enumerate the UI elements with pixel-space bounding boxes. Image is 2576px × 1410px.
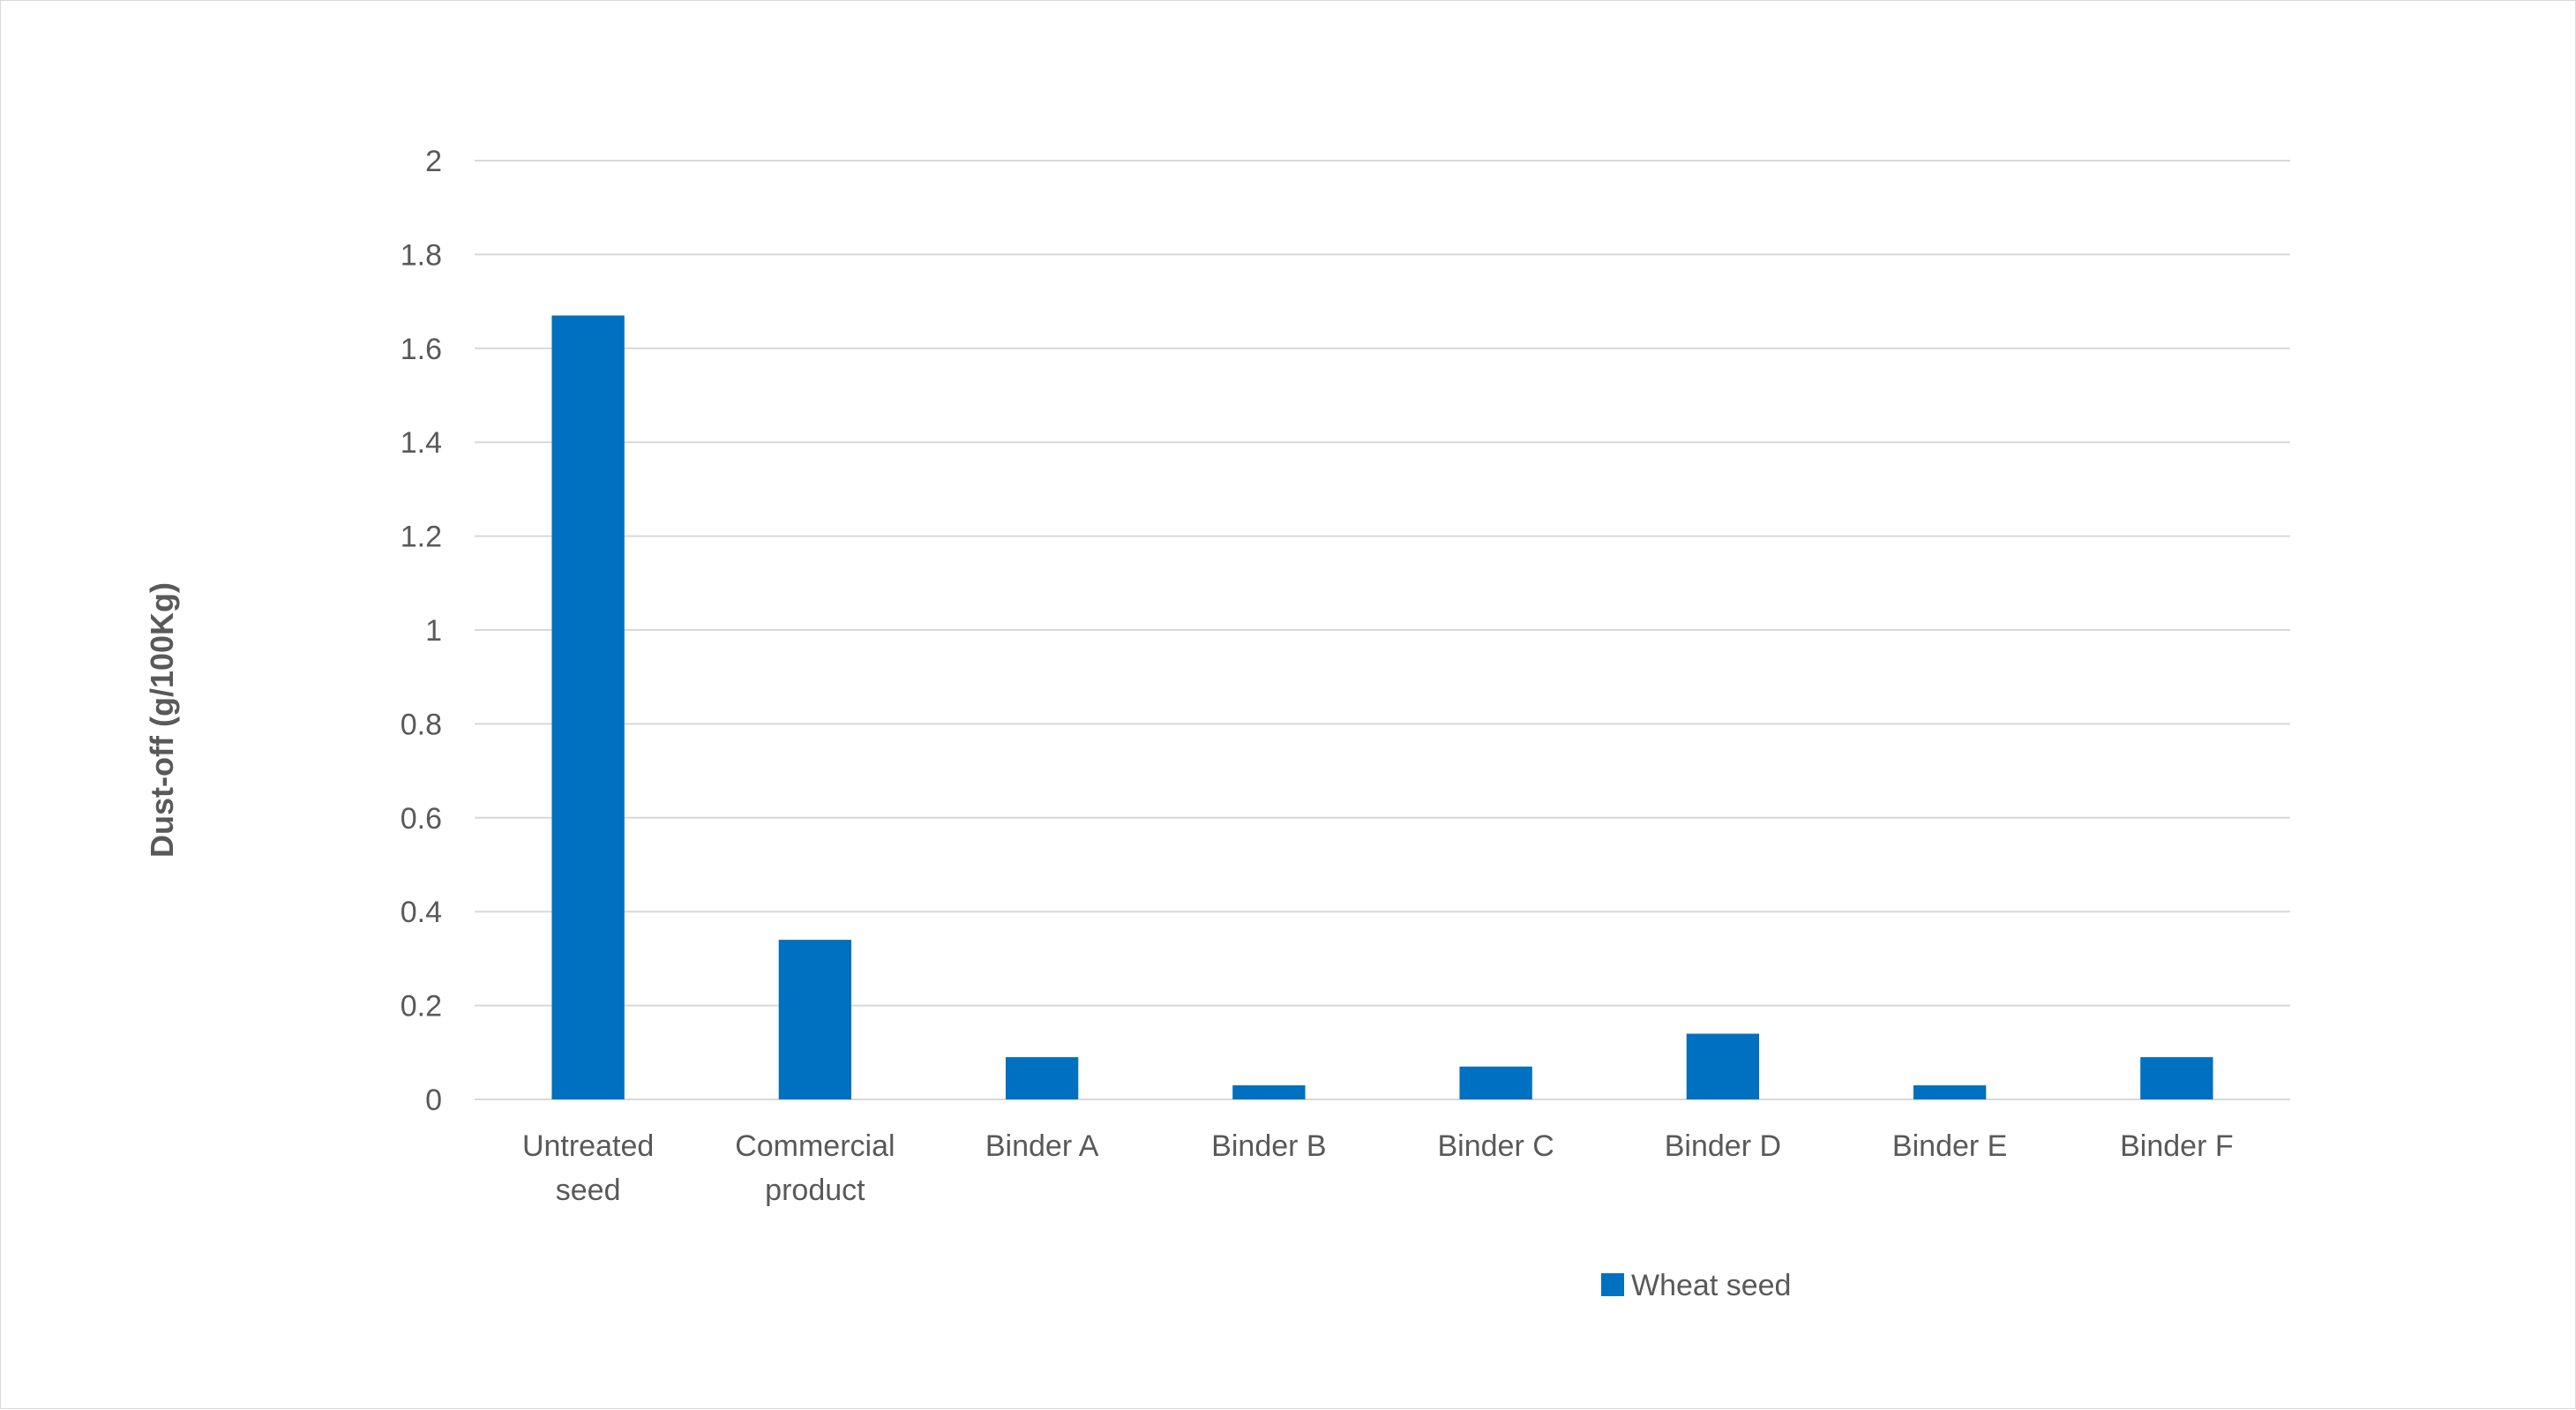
y-tick-label: 1.6: [401, 333, 442, 366]
y-tick-label: 2: [425, 145, 442, 178]
x-category-label: Binder C: [1437, 1129, 1554, 1163]
y-axis-title: Dust-off (g/100Kg): [144, 582, 180, 858]
y-tick-label: 0.6: [401, 802, 442, 836]
bar: [551, 315, 625, 1099]
legend-swatch-wheat-seed: [1601, 1273, 1624, 1296]
y-tick-label: 0: [425, 1084, 442, 1117]
y-axis-tick-labels: 0 0.2 0.4 0.6 0.8 1 1.2 1.4 1.6 1.8 2: [401, 145, 442, 1117]
x-category-label: Untreated seed: [522, 1129, 654, 1207]
bar: [1459, 1066, 1532, 1099]
legend-label-wheat-seed: Wheat seed: [1631, 1269, 1791, 1302]
bar: [1686, 1033, 1760, 1099]
bar: [1005, 1057, 1079, 1099]
x-category-label: Binder D: [1665, 1129, 1781, 1163]
bar: [2140, 1057, 2213, 1099]
y-tick-label: 0.2: [401, 990, 442, 1024]
bar: [1913, 1085, 1987, 1099]
bar: [1232, 1085, 1306, 1099]
x-axis-category-labels: Untreated seed Commercial product Binder A Bi…: [522, 1129, 2234, 1207]
y-tick-label: 1.8: [401, 238, 442, 272]
x-category-label: Binder B: [1211, 1129, 1326, 1163]
x-category-label: Binder F: [2120, 1129, 2234, 1163]
x-category-label: Binder E: [1892, 1129, 2007, 1163]
y-tick-label: 0.8: [401, 708, 442, 741]
legend: Wheat seed: [1601, 1269, 1791, 1302]
bars: [551, 315, 2213, 1099]
bar: [778, 940, 852, 1099]
y-tick-label: 1.4: [401, 426, 442, 460]
y-tick-label: 1.2: [401, 521, 442, 554]
x-category-label: Commercial product: [735, 1129, 895, 1207]
gridlines: [475, 160, 2290, 1100]
x-category-label: Binder A: [985, 1129, 1099, 1163]
y-tick-label: 1: [425, 614, 442, 648]
y-tick-label: 0.4: [401, 896, 442, 929]
